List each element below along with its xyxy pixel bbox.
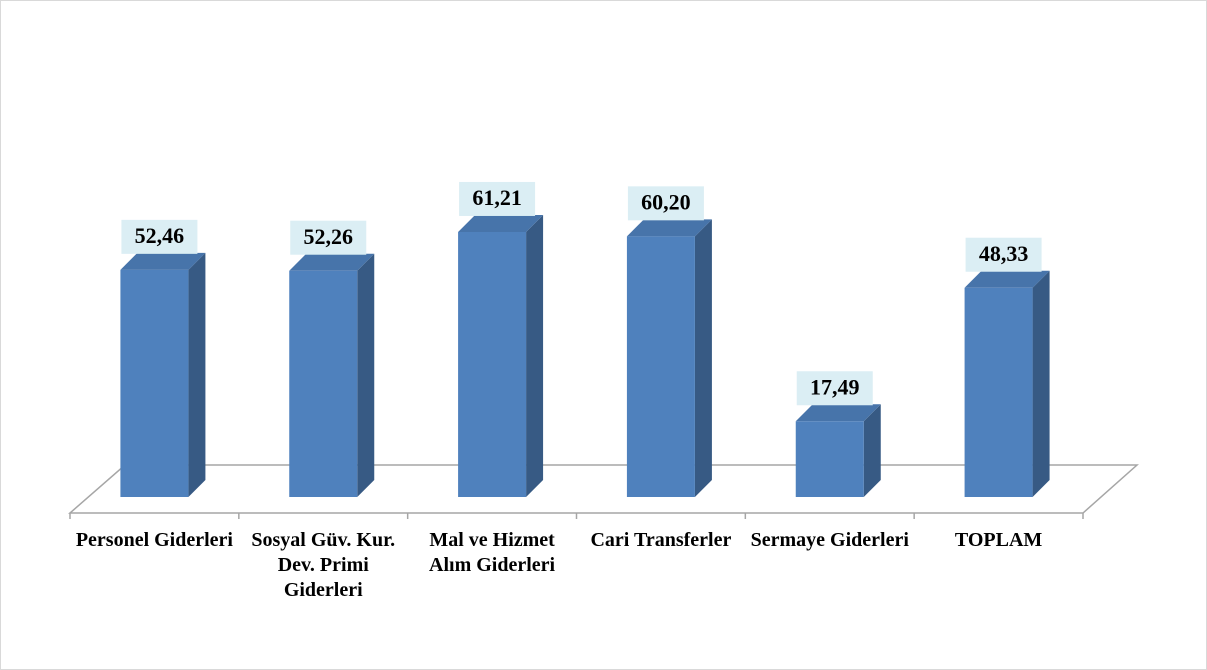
- bar: [964, 270, 1050, 497]
- bar-side: [357, 253, 375, 497]
- x-tick-label: Sosyal Güv. Kur. Dev. Primi Giderleri: [251, 529, 396, 601]
- bar-top: [964, 270, 1050, 288]
- value-label: 60,20: [641, 189, 691, 214]
- value-label-box: [121, 219, 198, 254]
- x-tick-label: Sermaye Giderleri: [750, 529, 909, 551]
- value-label: 61,21: [472, 185, 522, 210]
- bar: [120, 252, 206, 497]
- bar-side: [863, 404, 881, 497]
- bar-front: [120, 269, 189, 497]
- bar-top: [120, 252, 206, 270]
- bar-side: [694, 219, 712, 498]
- bar-top: [795, 404, 881, 422]
- x-tick-label: TOPLAM: [954, 529, 1043, 551]
- value-label: 17,49: [810, 374, 860, 399]
- bar-top: [289, 253, 375, 271]
- bar-side: [526, 214, 544, 497]
- value-label-box: [965, 237, 1042, 272]
- bar: [458, 214, 544, 497]
- bar-side: [1032, 270, 1050, 497]
- bar-front: [626, 236, 695, 498]
- value-label-box: [459, 181, 536, 216]
- value-label-box: [796, 371, 873, 406]
- bar-top: [626, 219, 712, 237]
- value-label: 52,26: [304, 224, 354, 249]
- value-label: 52,46: [135, 223, 185, 248]
- x-tick-label: Personel Giderleri: [75, 529, 233, 551]
- bar-front: [964, 287, 1033, 497]
- bar-side: [188, 252, 206, 497]
- bar: [626, 219, 712, 498]
- value-label-box: [627, 186, 704, 221]
- bar-front: [289, 270, 358, 497]
- x-tick-label: Mal ve Hizmet Alım Giderleri: [429, 529, 556, 576]
- bar-top: [458, 214, 544, 232]
- bar-front: [795, 421, 864, 497]
- bar: [795, 404, 881, 497]
- x-tick-label: Cari Transferler: [590, 529, 732, 551]
- value-label-box: [290, 220, 367, 255]
- value-label: 48,33: [979, 241, 1029, 266]
- bar-front: [458, 231, 527, 497]
- bar: [289, 253, 375, 497]
